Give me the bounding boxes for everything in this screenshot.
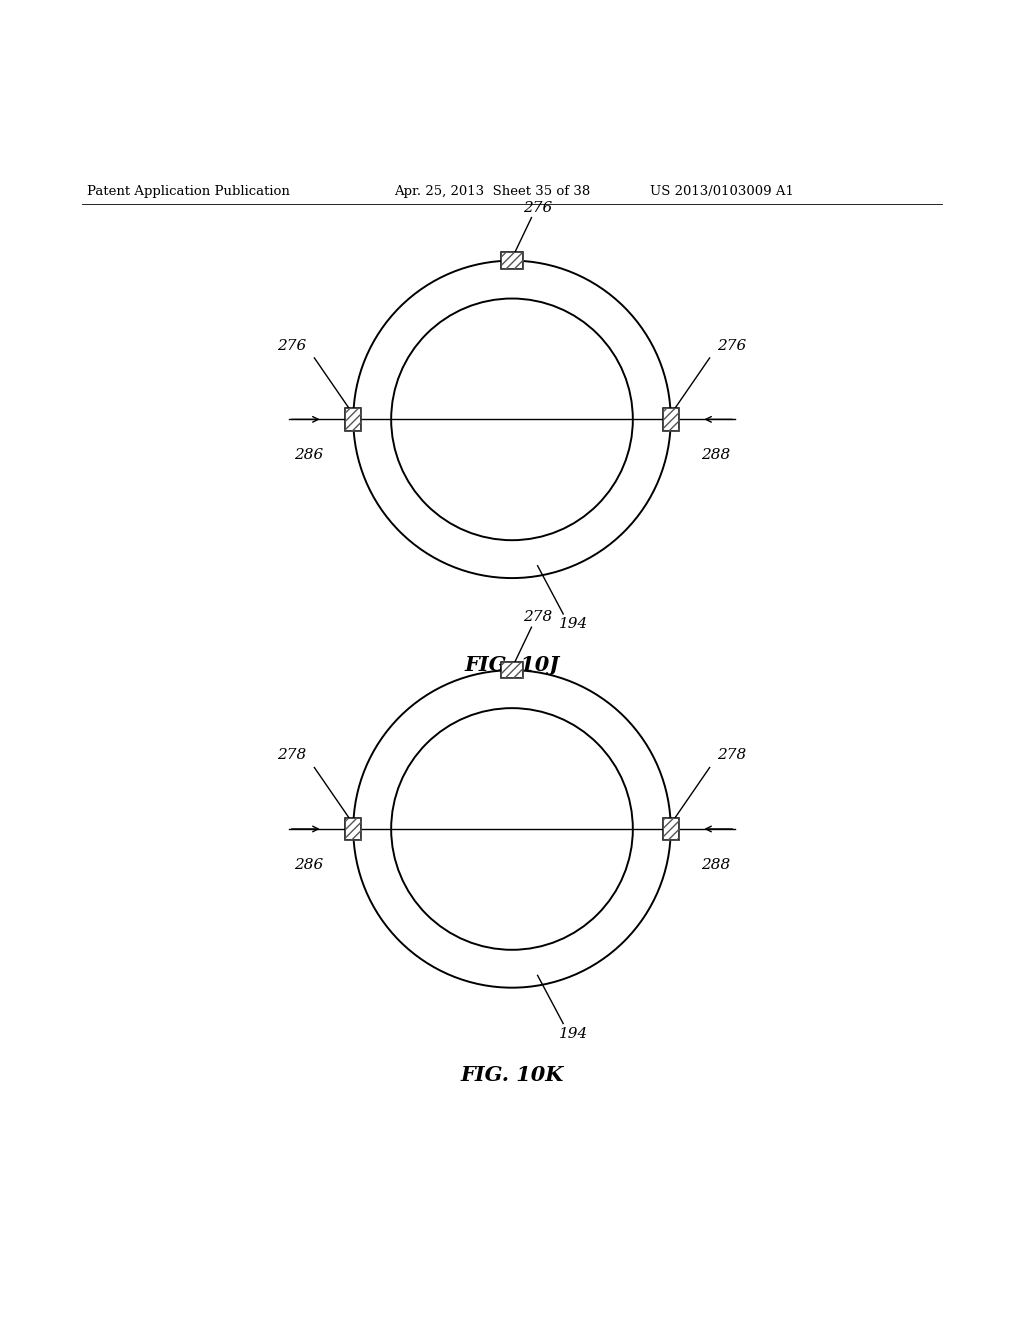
Text: 276: 276 — [523, 201, 552, 215]
Text: 276: 276 — [718, 339, 746, 352]
Bar — [663, 408, 679, 430]
Bar — [501, 663, 523, 678]
Bar — [345, 817, 361, 841]
Text: FIG. 10K: FIG. 10K — [461, 1065, 563, 1085]
Text: 278: 278 — [718, 748, 746, 763]
Text: 278: 278 — [278, 748, 306, 763]
Bar — [345, 408, 361, 430]
Text: FIG. 10J: FIG. 10J — [465, 655, 559, 675]
Text: 278: 278 — [523, 610, 552, 624]
Bar — [345, 408, 361, 430]
Text: US 2013/0103009 A1: US 2013/0103009 A1 — [650, 185, 795, 198]
Bar — [501, 252, 523, 269]
Bar — [663, 817, 679, 841]
Bar — [501, 252, 523, 269]
Text: Patent Application Publication: Patent Application Publication — [87, 185, 290, 198]
Text: Apr. 25, 2013  Sheet 35 of 38: Apr. 25, 2013 Sheet 35 of 38 — [394, 185, 591, 198]
Text: 288: 288 — [700, 858, 730, 871]
Text: 288: 288 — [700, 447, 730, 462]
Bar — [663, 408, 679, 430]
Bar — [501, 663, 523, 678]
Text: 286: 286 — [294, 858, 324, 871]
Text: 194: 194 — [559, 1027, 588, 1040]
Bar — [663, 817, 679, 841]
Bar — [345, 817, 361, 841]
Text: 286: 286 — [294, 447, 324, 462]
Text: 276: 276 — [278, 339, 306, 352]
Text: 194: 194 — [559, 616, 588, 631]
